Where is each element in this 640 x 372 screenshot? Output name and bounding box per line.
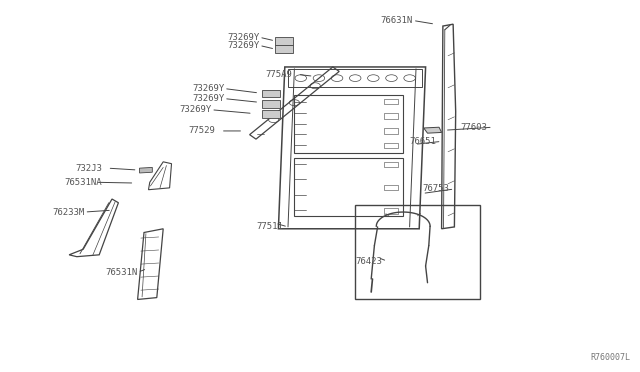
Polygon shape — [262, 90, 280, 97]
Text: 76423: 76423 — [355, 257, 382, 266]
Text: 73269Y: 73269Y — [179, 105, 211, 114]
Text: 77603: 77603 — [461, 123, 488, 132]
Bar — [384, 162, 398, 167]
Bar — [384, 99, 398, 104]
Bar — [384, 143, 398, 148]
Text: 73269Y: 73269Y — [192, 94, 224, 103]
Bar — [384, 208, 398, 214]
Polygon shape — [262, 100, 280, 108]
Text: 73269Y: 73269Y — [227, 41, 259, 50]
Bar — [355, 205, 480, 299]
Polygon shape — [262, 110, 280, 118]
Text: 73269Y: 73269Y — [227, 33, 259, 42]
Text: 76651: 76651 — [410, 137, 436, 146]
Text: 73269Y: 73269Y — [192, 84, 224, 93]
Text: 77511: 77511 — [256, 222, 283, 231]
Polygon shape — [275, 45, 293, 53]
Text: 76233M: 76233M — [52, 208, 84, 217]
Bar — [384, 128, 398, 134]
Text: 77529: 77529 — [189, 126, 216, 135]
Text: R760007L: R760007L — [590, 353, 630, 362]
Text: 76631N: 76631N — [381, 16, 413, 25]
Polygon shape — [140, 167, 152, 173]
Text: 76531N: 76531N — [106, 268, 138, 277]
Polygon shape — [424, 127, 442, 133]
Text: 76531NA: 76531NA — [64, 178, 102, 187]
Polygon shape — [275, 37, 293, 45]
Bar — [384, 113, 398, 119]
Text: 732J3: 732J3 — [76, 164, 102, 173]
Text: 775A9: 775A9 — [266, 70, 292, 79]
Bar — [384, 185, 398, 190]
Text: 76753: 76753 — [422, 185, 449, 193]
